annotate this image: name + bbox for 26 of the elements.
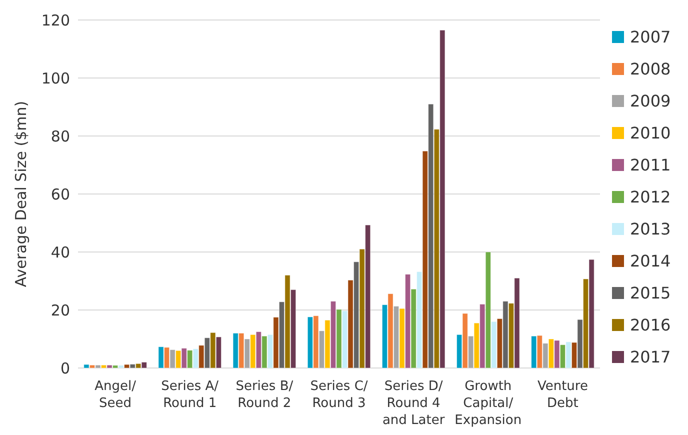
legend-label: 2017 [630,348,671,367]
x-tick-label: Angel/ Seed [94,379,137,411]
y-tick-label: 40 [50,243,70,262]
y-tick-label: 0 [60,359,70,378]
y-tick-label: 120 [41,11,70,30]
legend-label: 2014 [630,252,671,271]
y-tick-label: 80 [50,127,70,146]
legend-label: 2007 [630,28,671,47]
legend-label: 2011 [630,156,671,175]
y-tick-label: 20 [50,301,70,320]
legend-label: 2012 [630,188,671,207]
x-tick-label: Series A/ Round 1 [161,379,220,411]
legend-label: 2009 [630,92,671,111]
x-tick-label: Series B/ Round 2 [236,379,294,411]
legend-label: 2016 [630,316,671,335]
x-tick-label: Venture Debt [537,379,588,411]
y-axis-title: Average Deal Size ($mn) [12,100,30,288]
y-tick-label: 60 [50,185,70,204]
x-tick-label: Growth Capital/ Expansion [454,379,522,428]
x-tick-label: Series C/ Round 3 [310,379,368,411]
legend-label: 2008 [630,60,671,79]
legend-label: 2015 [630,284,671,303]
legend-label: 2013 [630,220,671,239]
y-tick-label: 100 [41,69,70,88]
x-tick-label: Series D/ Round 4 and Later [382,379,446,428]
legend-label: 2010 [630,124,671,143]
